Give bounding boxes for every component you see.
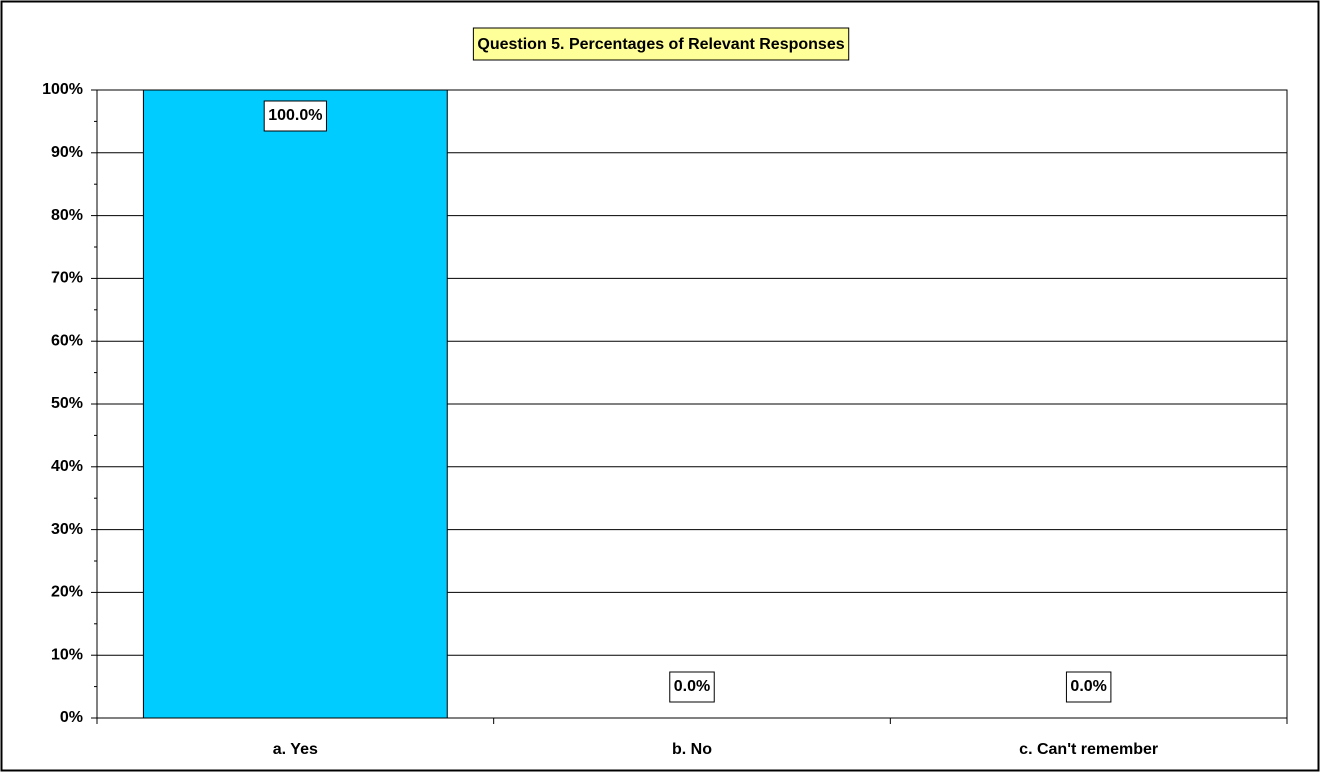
chart-title: Question 5. Percentages of Relevant Resp… xyxy=(477,36,844,53)
plot-border xyxy=(96,89,1288,719)
x-tick-label: c. Can't remember xyxy=(1019,741,1158,758)
value-label-box xyxy=(1065,671,1112,703)
y-tick-label: 50% xyxy=(51,395,83,412)
value-label: 0.0% xyxy=(674,678,710,695)
y-tick-label: 20% xyxy=(51,584,83,601)
y-tick-label: 90% xyxy=(51,144,83,161)
y-tick-label: 10% xyxy=(51,646,83,663)
y-tick-label: 80% xyxy=(51,207,83,224)
bar xyxy=(142,89,448,719)
value-label-box xyxy=(263,100,327,132)
y-tick-label: 30% xyxy=(51,521,83,538)
x-tick-label: b. No xyxy=(672,741,712,758)
value-label: 100.0% xyxy=(268,107,322,124)
y-tick-label: 40% xyxy=(51,458,83,475)
y-tick-label: 100% xyxy=(42,81,83,98)
y-tick-label: 60% xyxy=(51,332,83,349)
y-tick-label: 70% xyxy=(51,270,83,287)
y-tick-label: 0% xyxy=(60,709,83,726)
x-tick-label: a. Yes xyxy=(273,741,318,758)
value-label: 0.0% xyxy=(1070,678,1106,695)
title-box xyxy=(472,27,850,61)
value-label-box xyxy=(669,671,715,703)
